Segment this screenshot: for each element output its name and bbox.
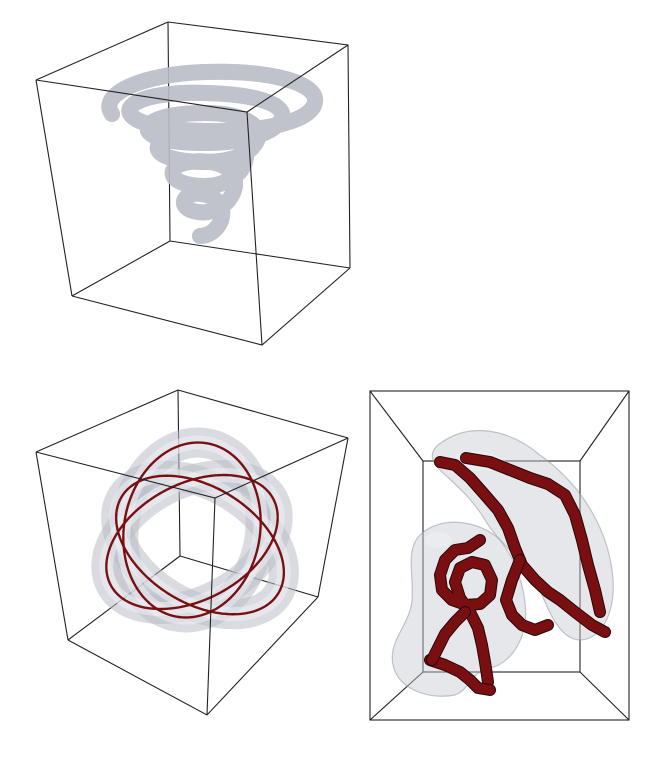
panel-helix — [35, 21, 351, 346]
panel-curves — [369, 390, 630, 721]
bounding-box-front — [35, 21, 351, 346]
voxel-curves — [424, 452, 611, 696]
panel-trefoil — [35, 389, 349, 716]
ring-centerlines — [105, 441, 286, 619]
ring-tubes — [91, 427, 299, 633]
helix-tube — [109, 72, 315, 244]
bounding-box-front — [35, 389, 349, 716]
